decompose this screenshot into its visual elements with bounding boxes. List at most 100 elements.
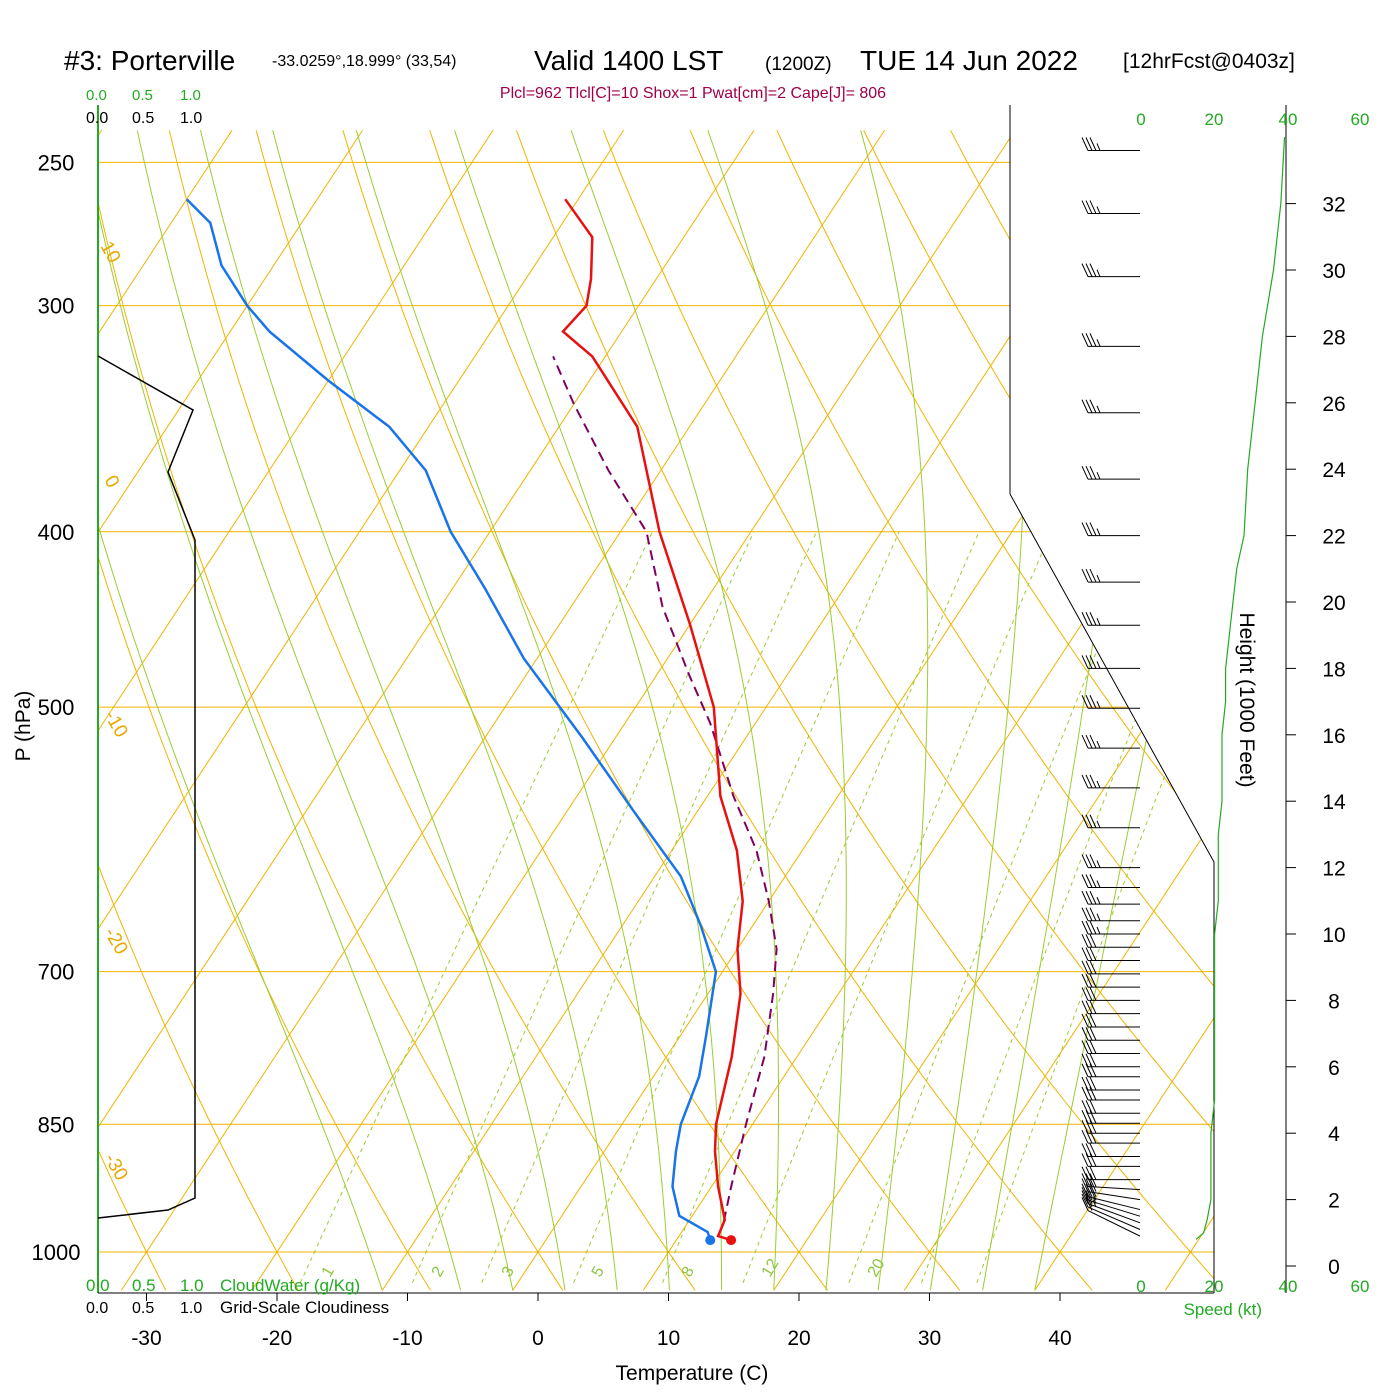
cloudwater-tick-bottom-1: 0.5 [132,1276,156,1295]
wind-barb-flag [1081,854,1089,868]
mixing-ratio-36 [976,531,1214,1283]
wind-barb-half [1096,913,1101,921]
cloudiness-tick-bottom-1: 0.5 [132,1300,154,1317]
wind-barb [1081,695,1140,709]
wind-barb-half [1096,405,1101,413]
wind-barb-flag [1081,465,1089,480]
isotherm-40 [1034,130,1214,1291]
thermo-grid: 1 2 3 5 8 12 20 10 0 -10 -20 -30 0 10 20 30 [98,130,1400,1291]
x-tick-label: -10 [392,1327,422,1350]
wind-barb-flag [1081,1166,1089,1180]
wind-barb-flag [1089,934,1097,948]
wind-barb-flag [1081,1186,1089,1201]
wind-barb-flag [1081,1197,1089,1211]
wind-barb-half [1096,780,1101,789]
wind-barb [1081,522,1140,537]
wind-barb-flag [1085,333,1093,347]
wind-barb-flag [1089,1153,1097,1167]
height-tick-label: 24 [1322,459,1346,482]
pressure-tick-label: 500 [38,695,75,720]
wind-barb [1081,1063,1140,1078]
isotherm--10 [381,130,1147,1291]
wind-barb [1081,655,1140,669]
wind-barb [1081,1178,1141,1201]
wind-barb [1081,890,1140,905]
wind-barb [1081,399,1140,414]
height-tick-label: 12 [1322,858,1345,881]
wind-barb-flag [1081,1027,1089,1041]
mixing-ratio-12 [742,531,1052,1283]
pressure-tick-label: 700 [38,960,75,985]
wind-barb-flag [1089,612,1097,626]
wind-barb [1081,1086,1140,1101]
speed-tick-top-2: 40 [1279,110,1298,129]
wind-barb [1081,1040,1140,1055]
x-tick-label: -30 [131,1327,161,1350]
cloud-panel-labels: 0.0 0.5 1.0 0.0 0.5 1.0 0.0 0.5 1.0 Clou… [86,87,389,1317]
wind-barb-flag [1089,200,1097,214]
pressure-tick-label: 1000 [32,1240,81,1265]
wind-barb-half [1096,618,1101,626]
wind-barb [1081,1100,1140,1114]
wind-barb-flag [1089,333,1097,347]
wind-barb [1081,774,1140,789]
dry-adiabat-120 [1123,130,1214,1291]
wind-barb-flag [1085,399,1093,413]
wind-barb-flag [1081,655,1089,669]
isotherm-20 [773,130,1214,1291]
wind-barb-half [1096,860,1101,868]
wind-barb-half [1096,880,1101,888]
x-tick-label: 40 [1048,1327,1071,1350]
isotherm--20 [251,130,1016,1291]
dry-adiabat--30 [98,130,167,1291]
moist-adiabat-24 [707,130,847,1291]
wind-barb-flag [1085,695,1093,709]
wind-barb [1081,1013,1140,1028]
mixing-ratio-8 [662,531,980,1283]
dry-adiabat-60 [602,130,1214,1291]
wind-barb-half [1096,339,1101,347]
wind-barb-flag [1089,1040,1097,1054]
wind-barb-half [1096,528,1101,536]
speed-tick-bottom-3: 60 [1351,1277,1370,1296]
surface-dewpoint-dot [705,1235,716,1246]
wind-barb-flag [1089,522,1097,536]
wind-barb [1081,907,1140,922]
wind-barb [1081,874,1140,889]
height-tick-label: 26 [1322,393,1345,416]
wind-barb [1081,1166,1140,1181]
dry-adiabat-140 [1298,130,1400,1290]
wind-barb-flag [1085,1153,1093,1167]
wind-barb [1081,1143,1140,1157]
wind-barb-half [1096,701,1101,709]
wind-barb-flag [1081,774,1089,789]
dry-adiabat-40 [429,130,1093,1291]
wind-barb-flag [1085,874,1093,888]
wind-barb-flag [1081,1129,1089,1144]
wind-barb-flag [1081,1173,1089,1187]
moist-adiabat-28 [860,130,929,1291]
wind-barb-flag [1089,568,1097,583]
wind-barb-flag [1081,1153,1089,1167]
wind-barb [1081,1053,1140,1068]
wind-barb-flag [1089,465,1097,480]
wind-barb-flag [1081,973,1089,988]
mixing-ratio-label: 5 [589,1264,608,1280]
cloudwater-tick-top-2: 1.0 [180,87,201,104]
height-tick-label: 28 [1322,326,1345,349]
valid-time: Valid 1400 LST [534,45,723,76]
x-tick-label: 0 [532,1327,544,1350]
dry-adiabat-70 [689,130,1214,1291]
wind-barb-staff [1087,1196,1141,1211]
wind-barb-flag [1089,1053,1097,1068]
moist-adiabat-16 [454,130,723,1291]
wind-barb-flag [1085,774,1093,789]
wind-barb-flag [1085,934,1093,948]
speed-tick-top-1: 20 [1205,110,1224,129]
wind-barb-flag [1089,1000,1097,1014]
wind-barb-flag [1089,137,1097,151]
wind-barb-flag [1085,987,1093,1001]
wind-barb-half [1096,574,1101,583]
wind-barb-flag [1081,568,1089,583]
